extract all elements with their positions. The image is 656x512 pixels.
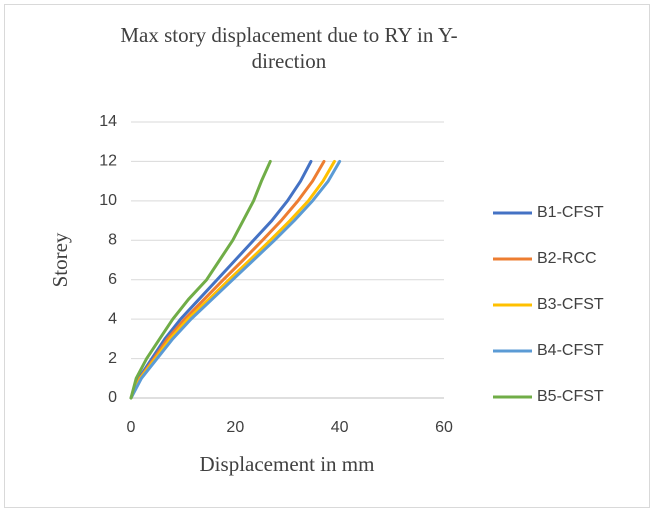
x-tick-label: 60 xyxy=(435,419,453,436)
y-tick-label: 12 xyxy=(99,153,117,170)
x-tick-label: 0 xyxy=(127,419,136,436)
chart-frame xyxy=(4,4,650,508)
line-series xyxy=(129,159,313,400)
chart-title: Max story displacement due to RY in Y-di… xyxy=(120,23,458,73)
legend-label: B3-CFST xyxy=(537,296,604,313)
legend-label: B5-CFST xyxy=(537,388,604,405)
y-tick-label: 2 xyxy=(108,350,117,367)
legend-label: B1-CFST xyxy=(537,204,604,221)
y-axis-label: Storey xyxy=(48,232,72,287)
x-axis-label: Displacement in mm xyxy=(200,452,375,476)
line-series xyxy=(129,159,272,400)
y-tick-label: 0 xyxy=(108,389,117,406)
line-series xyxy=(129,159,342,400)
legend-label: B4-CFST xyxy=(537,342,604,359)
x-tick-label: 40 xyxy=(331,419,349,436)
y-tick-label: 6 xyxy=(108,271,117,288)
y-tick-label: 4 xyxy=(108,310,117,327)
y-tick-label: 8 xyxy=(108,232,117,249)
y-tick-label: 10 xyxy=(99,192,117,209)
y-tick-label: 14 xyxy=(99,113,117,130)
legend-label: B2-RCC xyxy=(537,250,597,267)
x-tick-label: 20 xyxy=(226,419,244,436)
